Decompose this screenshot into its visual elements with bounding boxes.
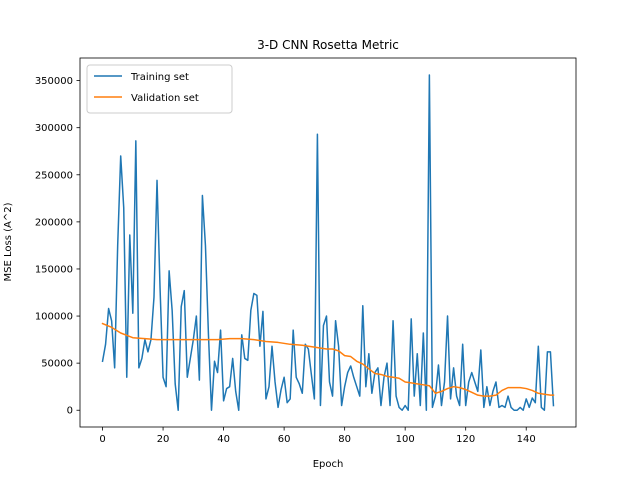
y-tick-label: 150000 — [35, 264, 73, 275]
y-axis-label: MSE Loss (A^2) — [3, 202, 14, 281]
x-axis-label: Epoch — [313, 459, 344, 470]
x-tick-label: 60 — [278, 434, 291, 445]
y-tick-label: 300000 — [35, 123, 73, 134]
y-tick-label: 200000 — [35, 217, 73, 228]
y-tick-label: 50000 — [41, 359, 73, 370]
x-tick-label: 20 — [157, 434, 170, 445]
series-line-validation — [101, 322, 555, 397]
x-tick-label: 140 — [517, 434, 536, 445]
x-tick-label: 100 — [396, 434, 415, 445]
y-tick-label: 100000 — [35, 312, 73, 323]
series-layer — [101, 74, 555, 411]
legend-label-validation: Validation set — [131, 93, 199, 104]
y-axis: 0 50000 100000 150000 200000 250000 300000 3500… — [35, 76, 80, 417]
plot-frame — [79, 57, 577, 428]
x-tick-label: 40 — [217, 434, 230, 445]
chart-title: 3-D CNN Rosetta Metric — [257, 38, 399, 52]
x-axis: 0 20 40 60 80 100 120 140 — [99, 427, 536, 445]
y-tick-label: 0 — [67, 406, 73, 417]
y-tick-label: 350000 — [35, 76, 73, 87]
legend: Training set Validation set — [86, 64, 233, 114]
y-tick-label: 250000 — [35, 170, 73, 181]
x-tick-label: 120 — [456, 434, 475, 445]
legend-box — [86, 64, 233, 114]
legend-label-training: Training set — [130, 72, 189, 83]
x-tick-label: 0 — [99, 434, 105, 445]
x-tick-label: 80 — [338, 434, 351, 445]
